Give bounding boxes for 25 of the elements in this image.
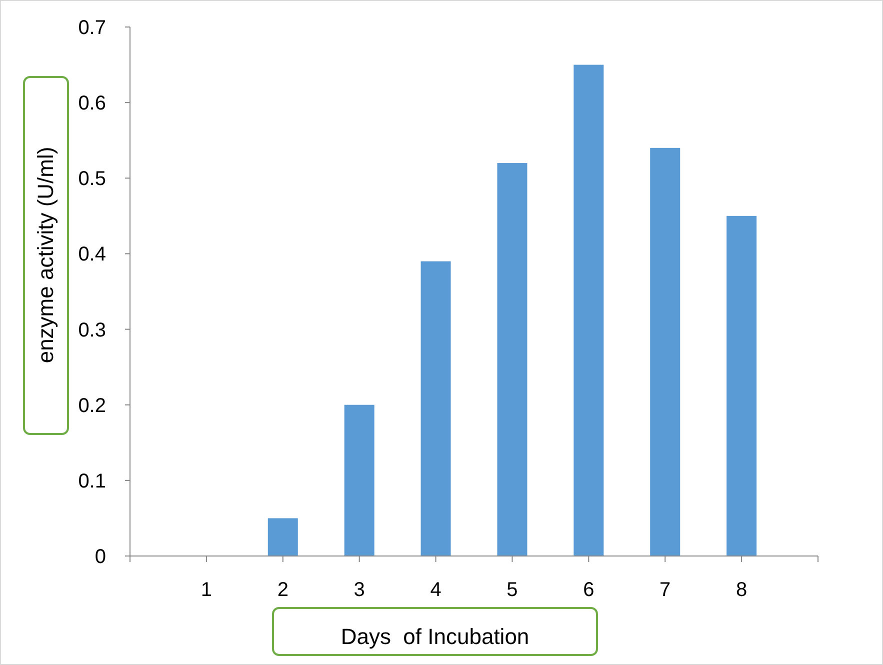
y-tick-label: 0.1	[78, 470, 106, 492]
x-axis-title: Days of Incubation	[340, 624, 530, 649]
x-tick-label: 3	[354, 579, 365, 601]
x-tick-label: 4	[430, 579, 442, 601]
y-tick-label: 0.4	[78, 244, 106, 266]
x-tick-label: 5	[506, 579, 518, 601]
y-tick-label: 0.6	[78, 92, 106, 115]
y-tick-label: 0.3	[78, 319, 106, 342]
y-tick-label: 0.2	[78, 394, 106, 417]
bar	[268, 518, 298, 556]
x-tick-label: 6	[583, 579, 594, 601]
bar	[574, 64, 604, 556]
y-tick-label: 0	[94, 546, 106, 568]
y-tick-label: 0.5	[78, 168, 106, 190]
bar	[650, 148, 680, 556]
x-tick-label: 7	[660, 579, 671, 601]
x-tick-label: 2	[277, 579, 288, 601]
y-tick-label: 0.7	[78, 17, 106, 39]
x-tick-label: 1	[200, 579, 212, 601]
bar	[497, 163, 528, 556]
bar	[344, 404, 374, 556]
y-axis-title: enzyme activity (U/ml)	[33, 146, 58, 364]
bar	[726, 216, 757, 556]
x-tick-label: 8	[736, 579, 748, 601]
bar	[420, 261, 451, 556]
